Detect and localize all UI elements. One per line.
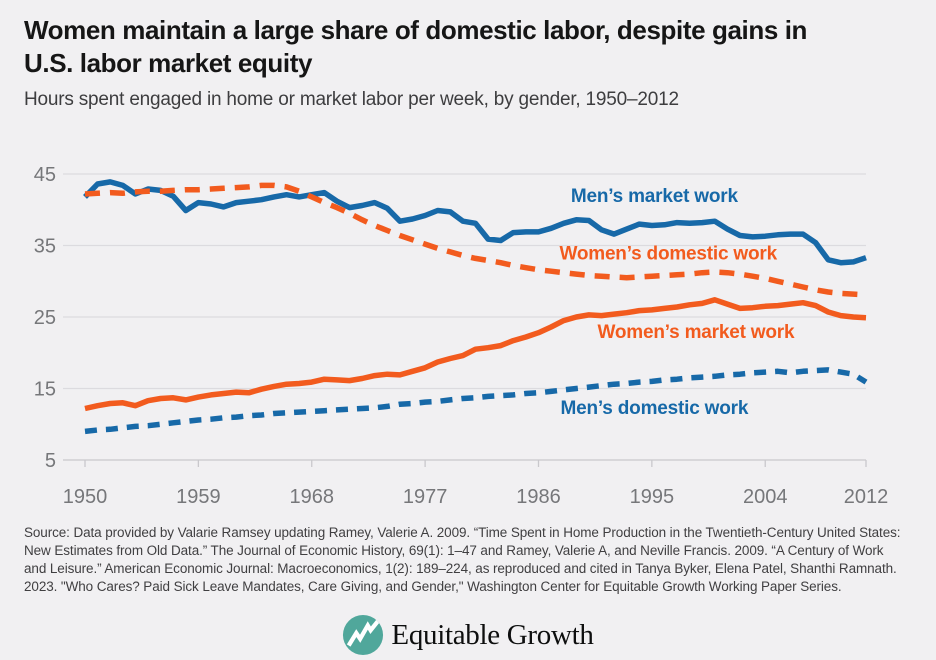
chart-area: 5 15 25 35 45 1950 1959 1968 1977 1986 1995 2004 201… (0, 130, 936, 520)
series-label-women-s-domestic-work: Women’s domestic work (559, 243, 777, 264)
page-title: Women maintain a large share of domestic… (24, 14, 908, 80)
series-line-women-s-market-work (84, 297, 867, 412)
page-subtitle: Hours spent engaged in home or market la… (24, 89, 679, 110)
y-axis-tick-label-45: 45 (34, 164, 56, 186)
logo-wordmark: Equitable Growth (391, 618, 594, 651)
page-title-line-1: Women maintain a large share of domestic… (24, 15, 808, 45)
series-label-men-s-market-work: Men’s market work (571, 186, 739, 207)
y-axis-tick-label-25: 25 (34, 307, 56, 329)
equitable-growth-logo-icon (343, 614, 384, 656)
series-label-women-s-market-work: Women’s market work (598, 322, 795, 343)
chart-canvas: 5 15 25 35 45 1950 1959 1968 1977 1986 1995 2004 201… (34, 164, 889, 508)
x-axis-tick-label-1986: 1986 (516, 486, 561, 508)
x-axis-tick-label-1977: 1977 (403, 486, 448, 508)
x-axis-tick-label-1968: 1968 (289, 486, 334, 508)
x-axis-tick-label-2004: 2004 (743, 486, 788, 508)
series-line-men-s-market-work (83, 179, 867, 266)
series-label-men-s-domestic-work: Men’s domestic work (561, 398, 749, 419)
source-note: Source: Data provided by Valarie Ramsey … (24, 525, 901, 594)
header: Women maintain a large share of domestic… (24, 14, 908, 112)
series-line-women-s-domestic-work (84, 182, 867, 298)
series-line-men-s-domestic-work (84, 367, 868, 435)
x-axis-tick-label-2012: 2012 (844, 486, 889, 508)
y-axis-tick-label-5: 5 (45, 450, 56, 472)
x-axis-tick-label-1995: 1995 (630, 486, 675, 508)
y-axis-tick-label-15: 15 (34, 379, 56, 401)
page-title-line-2: U.S. labor market equity (24, 48, 313, 78)
x-axis-tick-label-1959: 1959 (176, 486, 221, 508)
x-axis-tick-label-1950: 1950 (63, 486, 108, 508)
logo: Equitable Growth (0, 612, 936, 658)
y-axis-tick-label-35: 35 (34, 236, 56, 258)
